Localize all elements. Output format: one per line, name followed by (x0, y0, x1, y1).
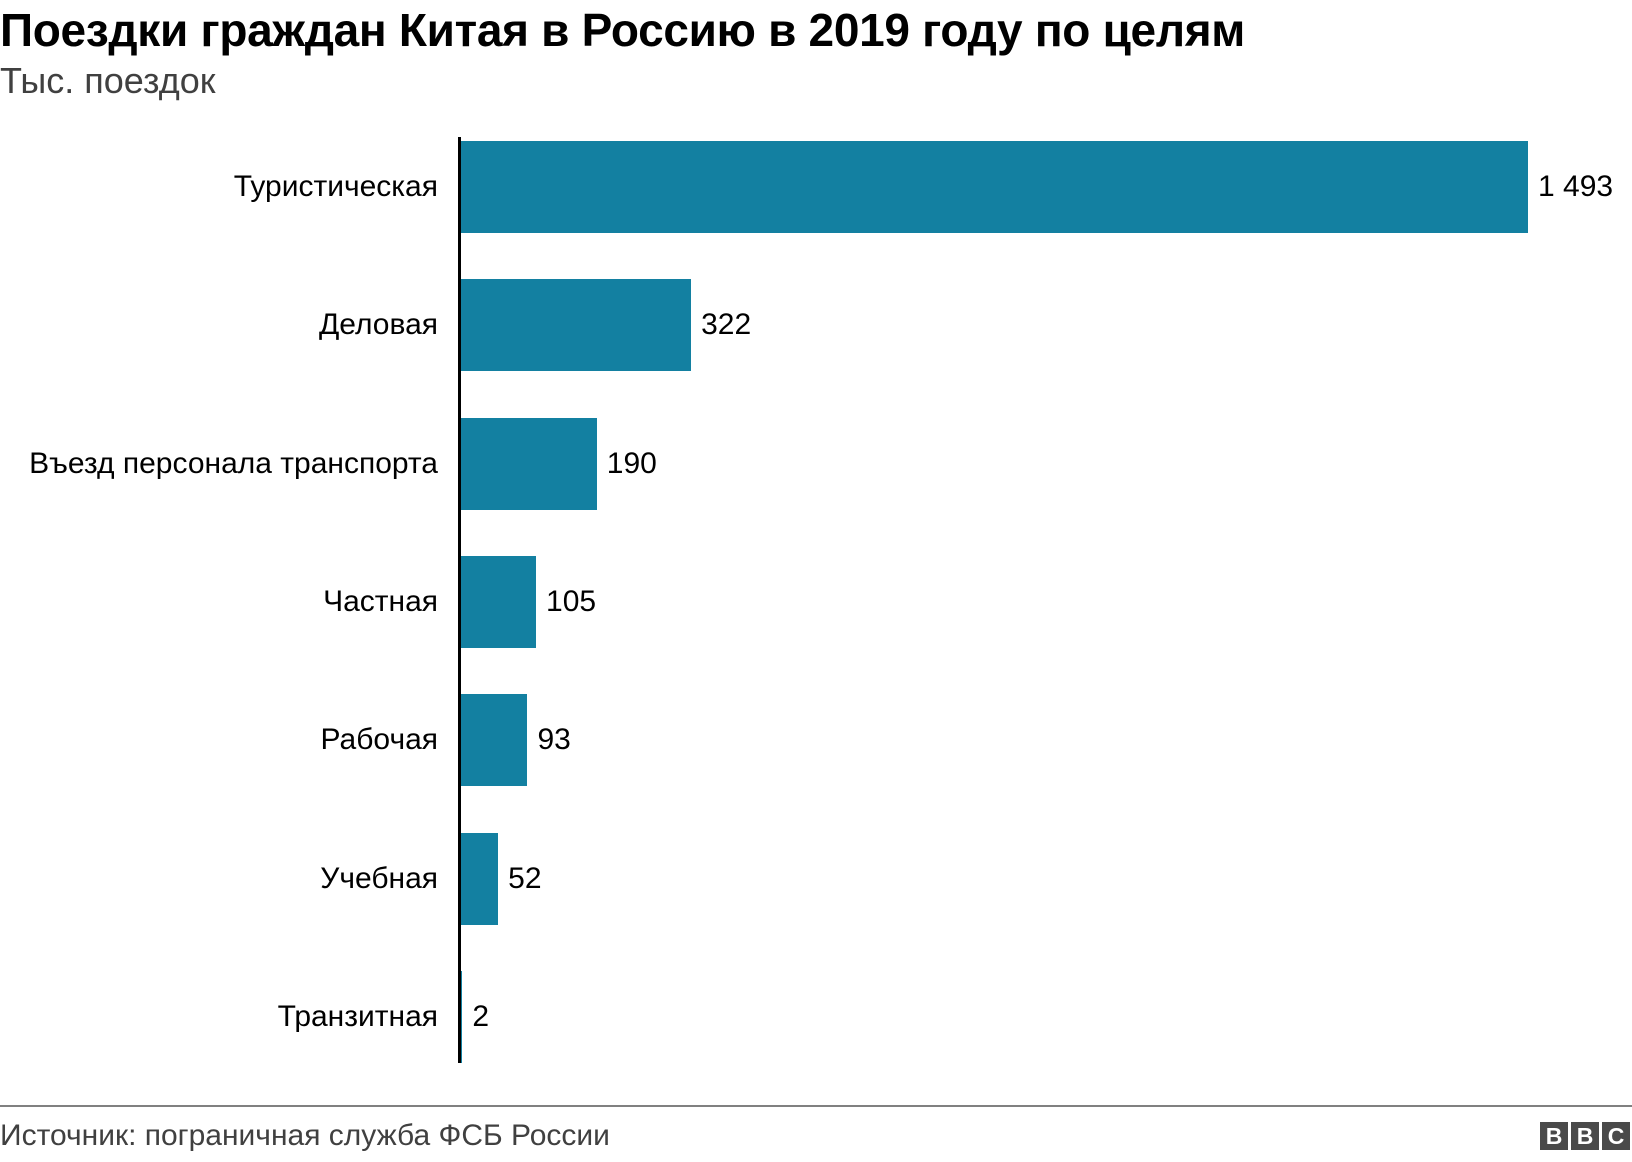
value-label: 2 (472, 999, 490, 1033)
footer-divider (0, 1105, 1632, 1107)
bar-row: Въезд персонала транспорта 190 (0, 417, 1632, 510)
bar (461, 417, 597, 510)
bar-row: Транзитная 2 (0, 970, 1632, 1063)
y-axis-line (458, 137, 461, 1063)
bar (461, 970, 463, 1063)
bar (461, 694, 528, 787)
category-label: Деловая (318, 308, 438, 342)
bbc-logo: B B C (1540, 1122, 1630, 1150)
bar-row: Частная 105 (0, 555, 1632, 648)
bar-row: Туристическая 1 493 (0, 141, 1632, 233)
bar-row: Учебная 52 (0, 832, 1632, 925)
bar (461, 279, 692, 372)
bar (461, 555, 537, 648)
source-note: Источник: пограничная служба ФСБ России (0, 1119, 610, 1152)
category-label: Въезд персонала транспорта (29, 446, 438, 480)
value-label: 93 (537, 723, 571, 757)
bbc-logo-letter: B (1540, 1122, 1568, 1150)
value-label: 322 (701, 308, 752, 342)
category-label: Частная (323, 584, 438, 618)
bbc-logo-letter: B (1571, 1122, 1599, 1150)
bbc-logo-letter: C (1602, 1122, 1630, 1150)
value-label: 105 (546, 584, 597, 618)
value-label: 52 (508, 861, 542, 895)
chart-title: Поездки граждан Китая в Россию в 2019 го… (0, 4, 1246, 56)
plot-area: Туристическая 1 493 Деловая 322 Въезд персон… (0, 137, 1632, 1063)
chart-subtitle: Тыс. поездок (0, 60, 216, 101)
bar (461, 141, 1528, 233)
value-label: 190 (606, 446, 657, 480)
category-label: Туристическая (233, 170, 438, 203)
bar-row: Деловая 322 (0, 279, 1632, 372)
value-label: 1 493 (1538, 170, 1614, 203)
bar (461, 832, 499, 925)
category-label: Учебная (320, 861, 438, 895)
category-label: Транзитная (277, 999, 438, 1033)
category-label: Рабочая (320, 723, 438, 757)
bar-row: Рабочая 93 (0, 694, 1632, 787)
